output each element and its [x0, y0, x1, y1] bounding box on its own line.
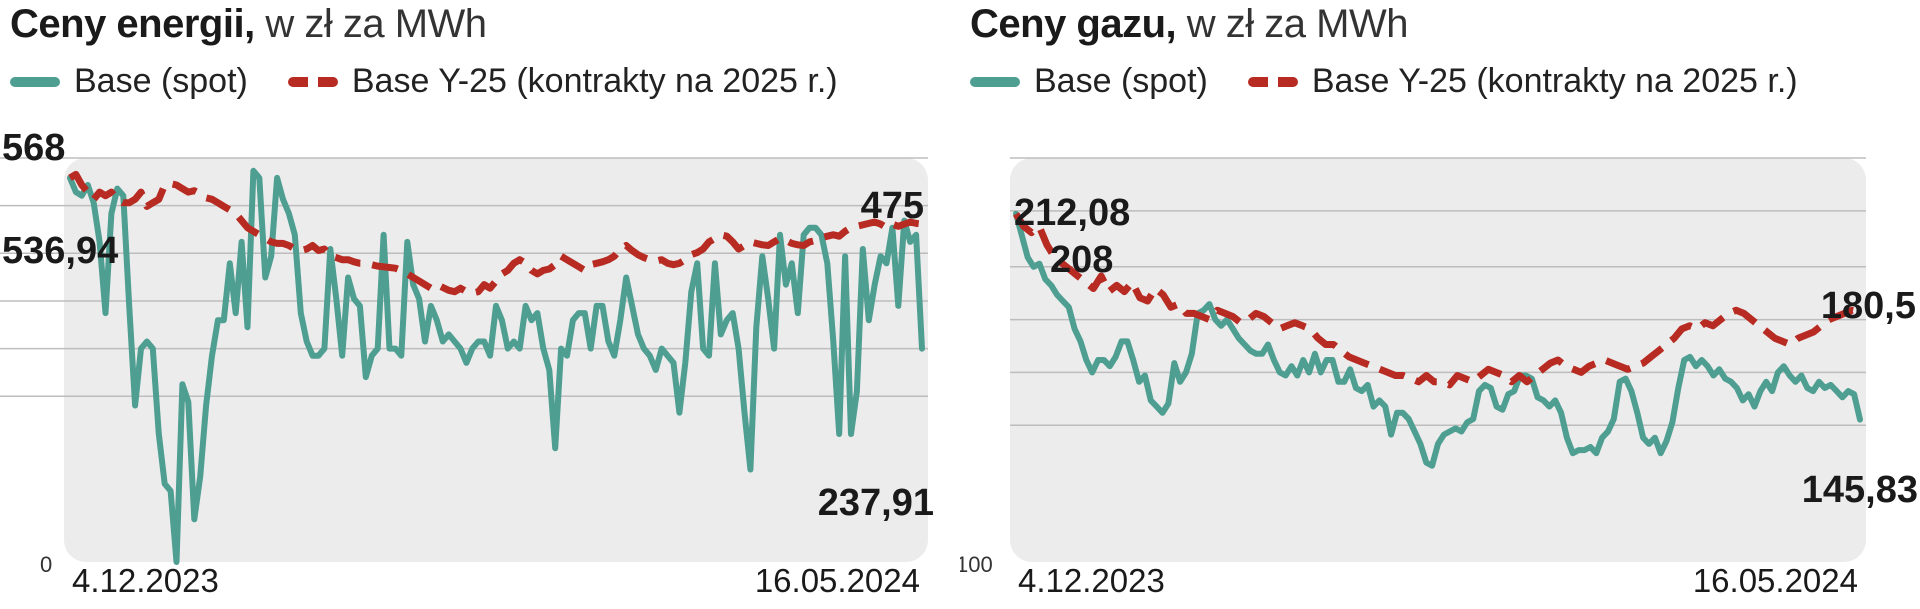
value-label-0: 212,08	[1014, 192, 1130, 234]
value-label-0: 568	[2, 127, 65, 169]
value-label-1: 208	[1050, 239, 1113, 281]
energy-price-chart: Ceny energii, w zł za MWh Base (spot) Ba…	[0, 2, 934, 599]
chart-title: Ceny gazu, w zł za MWh	[970, 2, 1408, 47]
y-tick-label-0: 100	[960, 552, 993, 577]
legend-label-y25: Base Y-25 (kontrakty na 2025 r.)	[351, 62, 838, 100]
series-line-spot	[1013, 210, 1863, 469]
legend-swatch-y25	[287, 76, 338, 87]
x-end-date-label: 16.05.2024	[755, 562, 920, 599]
legend-swatch-spot	[970, 76, 1020, 87]
legend-label-spot: Base (spot)	[1034, 62, 1208, 100]
legend-item-y25: Base Y-25 (kontrakty na 2025 r.)	[287, 62, 838, 101]
legend-swatch-spot	[10, 76, 60, 87]
chart-title-main: Ceny gazu,	[970, 2, 1177, 46]
series-line-spot	[67, 167, 925, 565]
chart-title-main: Ceny energii,	[10, 2, 255, 46]
legend-item-y25: Base Y-25 (kontrakty na 2025 r.)	[1247, 62, 1798, 101]
legend-label-y25: Base Y-25 (kontrakty na 2025 r.)	[1311, 62, 1798, 100]
chart-title: Ceny energii, w zł za MWh	[10, 2, 487, 47]
x-start-date-label: 4.12.2023	[72, 562, 219, 599]
energy-plot-area: 0 4.12.2023 16.05.2024 568 536,94 475 237,91	[0, 127, 934, 599]
legend-label-spot: Base (spot)	[74, 62, 248, 100]
y-tick-label-0: 0	[40, 552, 52, 577]
value-label-1: 536,94	[2, 230, 118, 272]
plot-background	[64, 158, 928, 562]
legend-swatch-y25	[1247, 76, 1298, 87]
gas-price-chart: Ceny gazu, w zł za MWh Base (spot) Base …	[960, 0, 1920, 609]
value-label-3: 237,91	[818, 482, 934, 524]
series-line-y25	[1013, 212, 1861, 389]
gas-plot-area: 100 4.12.2023 16.05.2024 212,08 208 180,5 145,…	[960, 157, 1918, 599]
x-start-date-label: 4.12.2023	[1018, 562, 1165, 599]
series-line-y25	[68, 170, 923, 297]
chart-subtitle: w zł za MWh	[1186, 2, 1409, 46]
x-end-date-label: 16.05.2024	[1693, 562, 1858, 599]
value-label-2: 180,5	[1821, 285, 1916, 327]
chart-legend: Base (spot) Base Y-25 (kontrakty na 2025…	[970, 62, 1838, 101]
value-label-3: 145,83	[1802, 469, 1918, 511]
legend-item-spot: Base (spot)	[10, 62, 248, 101]
legend-item-spot: Base (spot)	[970, 62, 1208, 101]
chart-subtitle: w zł za MWh	[265, 2, 487, 46]
chart-legend: Base (spot) Base Y-25 (kontrakty na 2025…	[10, 62, 878, 101]
plot-background	[1010, 158, 1866, 562]
value-label-2: 475	[861, 185, 924, 227]
